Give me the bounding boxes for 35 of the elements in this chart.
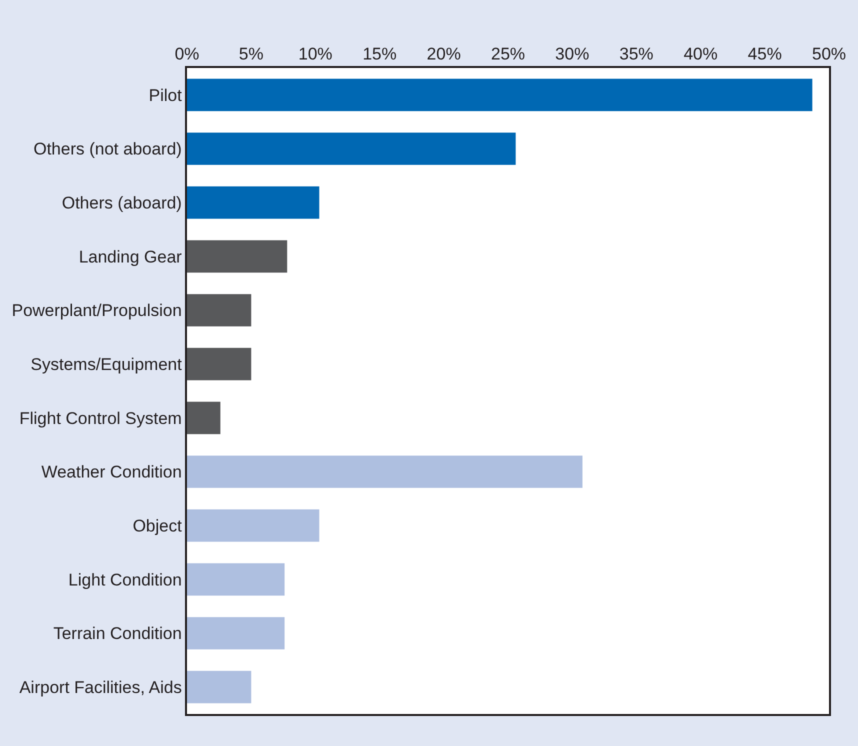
y-tick-label: Terrain Condition xyxy=(53,624,182,644)
x-tick-label: 5% xyxy=(238,44,264,64)
y-tick-label: Landing Gear xyxy=(78,247,182,266)
x-tick-label: 30% xyxy=(555,44,590,64)
y-tick-label: Powerplant/Propulsion xyxy=(12,301,182,320)
x-tick-label: 20% xyxy=(426,44,461,64)
y-tick-label: Airport Facilities, Aids xyxy=(19,678,182,698)
bar xyxy=(187,509,320,542)
bar xyxy=(187,78,812,112)
bar xyxy=(187,456,582,488)
bar xyxy=(187,563,285,596)
bar xyxy=(187,670,252,704)
x-tick-label: 0% xyxy=(174,44,200,64)
x-tick-label: 15% xyxy=(362,44,397,64)
bar xyxy=(187,348,252,380)
x-tick-label: 45% xyxy=(748,44,782,64)
y-tick-label: Flight Control System xyxy=(19,408,182,428)
x-tick-label: 10% xyxy=(298,44,332,64)
bar xyxy=(187,402,220,434)
x-tick-label: 35% xyxy=(619,44,654,64)
bar xyxy=(187,132,516,165)
y-tick-label: Light Condition xyxy=(68,570,182,590)
y-tick-label: Object xyxy=(132,516,182,536)
y-tick-label: Others (not aboard) xyxy=(33,140,182,159)
x-tick-label: 50% xyxy=(812,44,846,64)
bar xyxy=(187,240,288,273)
bar xyxy=(187,186,320,219)
x-tick-label: 40% xyxy=(684,44,718,64)
y-tick-label: Others (aboard) xyxy=(62,194,182,213)
x-tick-label: 25% xyxy=(490,44,526,64)
bar xyxy=(187,617,285,650)
y-tick-label: Pilot xyxy=(148,86,182,105)
y-tick-label: Weather Condition xyxy=(41,462,182,482)
y-tick-label: Systems/Equipment xyxy=(30,355,182,374)
bar xyxy=(187,294,252,326)
